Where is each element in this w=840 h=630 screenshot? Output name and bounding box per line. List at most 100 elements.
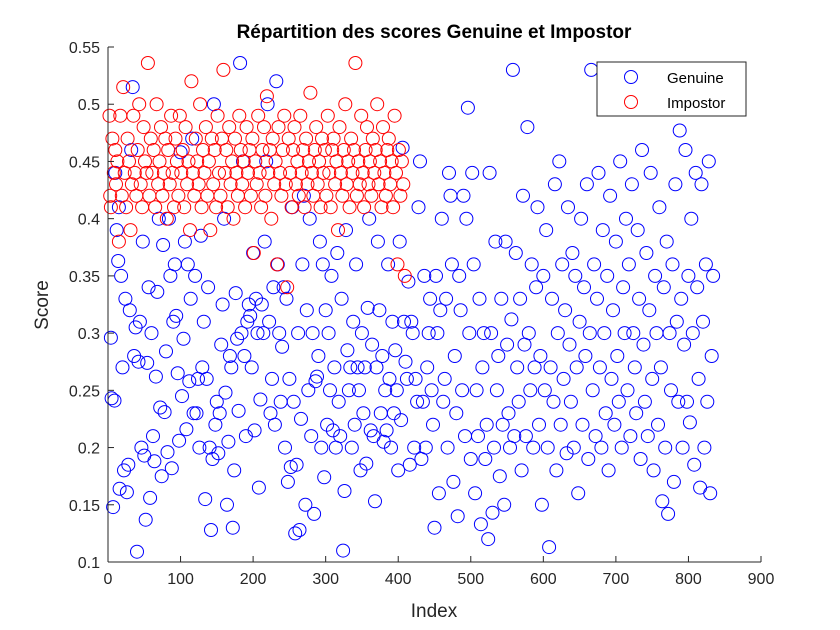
genuine-point <box>626 326 641 341</box>
genuine-point <box>666 474 681 489</box>
genuine-point <box>205 452 220 466</box>
genuine-point <box>478 452 493 466</box>
genuine-point <box>196 314 211 329</box>
genuine-point <box>337 484 352 498</box>
genuine-point <box>211 446 226 461</box>
genuine-point <box>642 303 657 318</box>
genuine-point <box>516 188 530 203</box>
genuine-point <box>701 154 716 169</box>
legend-marker-impostor <box>624 95 638 109</box>
genuine-point <box>405 326 420 341</box>
genuine-point <box>498 234 513 249</box>
impostor-point <box>132 97 147 112</box>
genuine-point <box>256 326 271 341</box>
genuine-point <box>262 314 277 329</box>
genuine-point <box>536 268 551 283</box>
impostor-point <box>140 56 155 70</box>
genuine-point <box>164 461 179 476</box>
genuine-point <box>280 474 295 489</box>
genuine-point <box>148 369 163 384</box>
genuine-point <box>500 337 515 352</box>
impostor-point <box>219 143 234 157</box>
impostor-point <box>342 200 357 215</box>
genuine-point <box>659 234 674 249</box>
genuine-point <box>552 154 567 169</box>
x-tick-label: 800 <box>675 571 702 588</box>
genuine-point <box>418 440 433 455</box>
genuine-point <box>169 308 184 323</box>
impostor-point <box>233 143 248 157</box>
genuine-point <box>317 470 332 485</box>
genuine-point <box>292 523 307 537</box>
genuine-point <box>485 505 500 520</box>
genuine-point <box>132 314 147 329</box>
genuine-point <box>635 143 649 157</box>
genuine-point <box>233 56 248 70</box>
genuine-point <box>408 371 423 386</box>
impostor-point <box>249 177 264 192</box>
genuine-point <box>119 485 134 500</box>
genuine-point <box>460 100 475 115</box>
impostor-point <box>159 211 174 226</box>
genuine-point <box>488 234 503 249</box>
genuine-point <box>505 62 520 77</box>
genuine-point <box>677 337 692 352</box>
impostor-point <box>360 120 374 135</box>
genuine-point <box>582 326 597 341</box>
genuine-point <box>513 291 528 306</box>
genuine-point <box>388 343 403 358</box>
impostor-point <box>201 154 216 169</box>
genuine-point <box>221 434 236 449</box>
impostor-point <box>139 165 154 180</box>
genuine-point <box>563 394 578 409</box>
genuine-point <box>111 254 126 268</box>
genuine-point <box>619 211 633 226</box>
genuine-point <box>616 280 631 295</box>
x-tick-label: 500 <box>457 571 484 588</box>
genuine-point <box>585 383 600 398</box>
genuine-point <box>336 543 351 558</box>
genuine-point <box>555 257 570 272</box>
genuine-point <box>553 417 568 432</box>
impostor-point <box>283 165 298 180</box>
genuine-point <box>106 500 121 515</box>
genuine-point <box>539 223 554 238</box>
genuine-point <box>150 284 165 299</box>
genuine-point <box>340 343 355 358</box>
genuine-point <box>114 268 129 283</box>
genuine-point <box>571 486 586 501</box>
impostor-point <box>387 108 402 123</box>
genuine-point <box>494 291 509 306</box>
impostor-point <box>364 188 379 203</box>
y-tick-label: 0.2 <box>78 441 100 458</box>
genuine-point <box>224 360 239 375</box>
genuine-point <box>629 406 644 421</box>
genuine-point <box>671 394 686 409</box>
impostor-point <box>130 143 145 157</box>
impostor-point <box>370 97 385 112</box>
impostor-point <box>193 97 208 112</box>
impostor-point <box>223 177 238 192</box>
genuine-point <box>267 417 282 432</box>
genuine-point <box>621 257 636 272</box>
genuine-point <box>521 326 536 341</box>
impostor-point <box>172 108 187 123</box>
axes-layer: 0 100 200 300 400 500 600 700 800 900 0.1 0.15 0.2 0.… <box>69 40 775 588</box>
genuine-point <box>630 223 645 238</box>
genuine-point <box>533 349 548 363</box>
genuine-point <box>404 314 419 329</box>
genuine-point <box>574 211 589 226</box>
impostor-point <box>178 120 193 135</box>
genuine-point <box>440 440 455 455</box>
legend-marker-genuine <box>624 70 638 84</box>
genuine-point <box>436 394 451 409</box>
impostor-point <box>111 234 126 249</box>
genuine-point <box>339 223 353 238</box>
impostor-point <box>397 268 412 283</box>
genuine-point <box>115 360 130 375</box>
x-tick-label: 400 <box>385 571 412 588</box>
impostor-point <box>174 165 189 180</box>
genuine-point <box>188 268 203 283</box>
genuine-point <box>286 394 301 409</box>
genuine-point <box>558 303 573 318</box>
